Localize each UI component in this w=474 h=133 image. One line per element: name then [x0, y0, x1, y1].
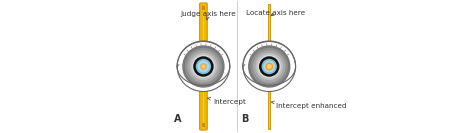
Circle shape	[260, 57, 279, 76]
Circle shape	[185, 49, 221, 84]
Circle shape	[258, 55, 280, 78]
Circle shape	[254, 51, 285, 82]
Bar	[268, 4, 270, 129]
Circle shape	[267, 65, 271, 68]
Text: Intercept: Intercept	[208, 97, 246, 105]
Text: Locate axis here: Locate axis here	[246, 10, 305, 16]
Circle shape	[194, 57, 213, 76]
Circle shape	[198, 61, 209, 72]
Circle shape	[188, 51, 219, 82]
Circle shape	[183, 46, 224, 87]
Bar	[202, 123, 205, 127]
Text: A: A	[174, 114, 182, 124]
Text: B: B	[241, 114, 248, 124]
Circle shape	[251, 49, 287, 84]
Ellipse shape	[243, 41, 296, 92]
Circle shape	[191, 53, 217, 80]
Circle shape	[264, 61, 274, 72]
Circle shape	[196, 59, 210, 74]
Bar	[269, 5, 270, 128]
Circle shape	[192, 55, 214, 78]
Circle shape	[249, 46, 290, 87]
Text: Intercept enhanced: Intercept enhanced	[271, 101, 347, 109]
FancyBboxPatch shape	[200, 3, 207, 130]
Circle shape	[202, 65, 205, 68]
Circle shape	[201, 64, 206, 69]
Circle shape	[266, 63, 273, 70]
Ellipse shape	[177, 41, 230, 92]
Circle shape	[262, 59, 276, 74]
Circle shape	[256, 53, 282, 80]
Text: Judge axis here: Judge axis here	[181, 11, 236, 20]
Bar	[202, 7, 204, 126]
Bar	[202, 6, 205, 10]
